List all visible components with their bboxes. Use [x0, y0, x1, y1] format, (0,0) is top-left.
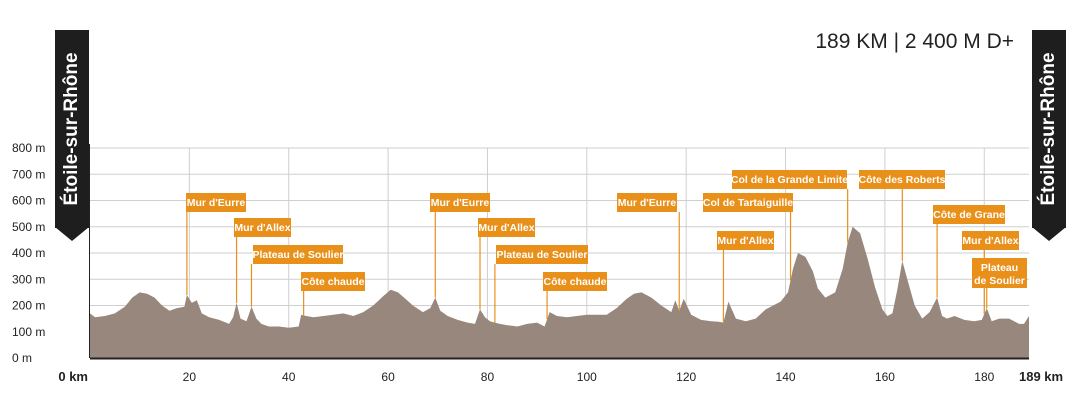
- climb-label-line: Plateau de Soulier: [252, 249, 343, 261]
- climb-label-line: Côte des Roberts: [859, 174, 946, 186]
- x-tick-label: 40: [282, 370, 296, 384]
- climb-label: Côte chaude: [543, 276, 606, 288]
- climb-label-box: [933, 205, 1005, 224]
- climb-label: Mur d'Allex: [717, 235, 773, 247]
- x-tick-label: 120: [676, 370, 696, 384]
- climb-label-box: [496, 245, 588, 264]
- climb-label: Mur d'Allex: [962, 235, 1018, 247]
- y-tick-label: 700 m: [12, 167, 45, 181]
- climb-label: Col de la Grande Limite: [731, 174, 848, 186]
- y-tick-label: 500 m: [12, 220, 45, 234]
- x-tick-label: 20: [183, 370, 197, 384]
- climb-label: Côte des Roberts: [859, 174, 946, 186]
- climb-label-box: [301, 272, 365, 291]
- y-tick-label: 0 m: [12, 351, 32, 365]
- climb-label: Mur d'Eurre: [187, 197, 246, 209]
- climb-label-line: Mur d'Allex: [478, 222, 534, 234]
- elevation-area: [90, 226, 1029, 358]
- climb-label-box: [253, 245, 343, 264]
- climb-label-line: Plateau: [981, 262, 1018, 274]
- climb-label-box: [543, 272, 607, 291]
- y-tick-label: 400 m: [12, 246, 45, 260]
- x-tick-label: 160: [875, 370, 895, 384]
- climb-label: Plateau de Soulier: [496, 249, 587, 261]
- finish-flag: Étoile-sur-Rhône: [1032, 30, 1066, 241]
- axes: 0 m 100 m 200 m 300 m 400 m 500 m 600 m 700 m 80…: [12, 141, 1063, 384]
- start-flag-arrow: [55, 227, 89, 241]
- climb-label: Mur d'Eurre: [618, 197, 677, 209]
- climb-label-box: [972, 258, 1027, 288]
- climb-label-box: [962, 231, 1019, 250]
- climb-label-box: [234, 218, 291, 237]
- x-tick-label: 180: [974, 370, 994, 384]
- x-tick-label: 0 km: [58, 369, 88, 384]
- race-summary: 189 KM | 2 400 M D+: [815, 30, 1014, 53]
- climb-label: Mur d'Eurre: [431, 197, 490, 209]
- climb-label-line: Côte chaude: [301, 276, 364, 288]
- y-tick-label: 600 m: [12, 194, 45, 208]
- climb-label-line: Plateau de Soulier: [496, 249, 587, 261]
- climb-label-box: [717, 231, 774, 250]
- climb-label: Plateau de Soulier: [974, 262, 1025, 287]
- climb-label-box: [430, 193, 490, 212]
- climb-label-line: Col de Tartaiguille: [703, 197, 793, 209]
- climb-label-box: [186, 193, 246, 212]
- climb-label-line: Mur d'Eurre: [187, 197, 246, 209]
- climb-labels: Mur d'Eurre Mur d'Allex Plateau de Soulier…: [186, 170, 1027, 323]
- y-tick-label: 200 m: [12, 299, 45, 313]
- x-tick-label: 60: [381, 370, 395, 384]
- climb-label-line: Mur d'Eurre: [431, 197, 490, 209]
- climb-label: Côte de Grane: [933, 209, 1005, 221]
- climb-label: Col de Tartaiguille: [703, 197, 793, 209]
- climb-label: Mur d'Allex: [478, 222, 534, 234]
- climb-label-line: Côte chaude: [543, 276, 606, 288]
- climb-label-line: Mur d'Eurre: [618, 197, 677, 209]
- climb-label-line: Mur d'Allex: [962, 235, 1018, 247]
- climb-label-line: Mur d'Allex: [234, 222, 290, 234]
- climb-label-box: [703, 193, 793, 212]
- climb-label-box: [732, 170, 847, 189]
- x-tick-label: 100: [577, 370, 597, 384]
- climb-label-box: [617, 193, 677, 212]
- climb-label: Côte chaude: [301, 276, 364, 288]
- x-tick-label: 80: [481, 370, 495, 384]
- climb-label-line: de Soulier: [974, 275, 1025, 287]
- climb-label-box: [478, 218, 535, 237]
- y-tick-label: 300 m: [12, 272, 45, 286]
- climb-label: Mur d'Allex: [234, 222, 290, 234]
- climb-label-line: Col de la Grande Limite: [731, 174, 848, 186]
- x-tick-label: 140: [776, 370, 796, 384]
- climb-label-line: Côte de Grane: [933, 209, 1005, 221]
- finish-flag-arrow: [1032, 227, 1066, 241]
- x-tick-label: 189 km: [1019, 369, 1063, 384]
- climb-label: Plateau de Soulier: [252, 249, 343, 261]
- y-tick-label: 800 m: [12, 141, 45, 155]
- start-flag: Étoile-sur-Rhône: [55, 30, 89, 241]
- climb-label-line: Mur d'Allex: [717, 235, 773, 247]
- climb-label-box: [859, 170, 945, 189]
- y-tick-label: 100 m: [12, 325, 45, 339]
- profile-area: [90, 226, 1029, 358]
